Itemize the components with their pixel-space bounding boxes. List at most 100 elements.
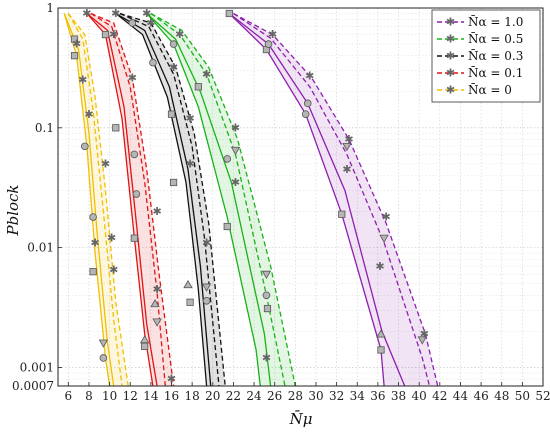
series-line — [119, 12, 220, 387]
data-markers: ✱✱✱✱✱✱✱✱✱✱✱✱✱✱✱✱✱✱✱✱✱✱✱✱✱✱✱✱✱✱✱✱ — [70, 7, 429, 386]
marker-star: ✱ — [78, 74, 87, 87]
x-tick-label: 18 — [185, 389, 200, 403]
x-tick-label: 48 — [494, 389, 509, 403]
marker-circle — [89, 213, 97, 221]
marker-circle — [303, 99, 312, 108]
legend-marker: ✱ — [446, 33, 455, 46]
series-line — [115, 12, 212, 387]
marker-star: ✱ — [111, 7, 120, 20]
x-tick-label: 22 — [226, 389, 241, 403]
marker-star: ✱ — [175, 28, 184, 41]
marker-triangle-down — [342, 142, 352, 152]
series-line — [86, 12, 158, 387]
marker-circle — [99, 354, 108, 362]
marker-triangle-down — [152, 318, 162, 327]
series-line — [115, 12, 208, 387]
y-tick-label: 0.1 — [35, 121, 54, 135]
x-tick-label: 20 — [205, 389, 220, 403]
x-tick-label: 32 — [329, 389, 344, 403]
x-tick-label: 46 — [473, 389, 488, 403]
marker-square — [130, 234, 138, 242]
marker-square — [338, 210, 346, 218]
marker-square — [70, 35, 79, 43]
series-line — [90, 12, 175, 387]
plot-frame — [57, 7, 544, 387]
marker-circle — [223, 155, 232, 163]
x-tick-label: 34 — [350, 389, 366, 403]
legend-marker: ✱ — [446, 16, 455, 29]
legend-entry: N̄α = 0.3 — [468, 48, 523, 63]
marker-square — [194, 83, 202, 91]
series-line — [63, 13, 115, 387]
legend-entry: N̄α = 0.5 — [468, 31, 523, 46]
x-tick-label: 36 — [370, 389, 385, 403]
x-tick-label: 10 — [102, 389, 117, 403]
marker-star: ✱ — [231, 121, 240, 134]
confidence-band — [115, 13, 226, 387]
marker-square — [167, 110, 176, 118]
series-line — [228, 12, 406, 387]
marker-star: ✱ — [375, 260, 384, 273]
series-line — [119, 12, 226, 387]
marker-star: ✱ — [185, 157, 194, 170]
series-line — [67, 13, 129, 387]
series-line — [146, 13, 261, 387]
marker-star: ✱ — [107, 232, 116, 245]
x-tick-label: 44 — [453, 389, 469, 403]
series-line — [67, 13, 123, 387]
marker-star: ✱ — [146, 17, 155, 30]
marker-star: ✱ — [420, 328, 429, 341]
series-line — [233, 12, 431, 387]
marker-star: ✱ — [305, 70, 314, 83]
marker-star: ✱ — [109, 264, 118, 277]
marker-star: ✱ — [268, 28, 277, 41]
x-tick-label: 24 — [246, 389, 262, 403]
marker-star: ✱ — [169, 61, 178, 74]
series-line — [228, 13, 385, 387]
marker-circle — [169, 40, 178, 48]
marker-star: ✱ — [382, 211, 391, 224]
legend: ✱ N̄α = 1.0 ✱ N̄α = 0.5 ✱ N̄α = 0.3 ✱ N̄α = 0.1… — [431, 9, 541, 103]
marker-square — [186, 298, 194, 306]
marker-star: ✱ — [202, 68, 211, 81]
x-tick-label: 14 — [143, 389, 159, 403]
x-tick-label: 8 — [85, 389, 93, 403]
marker-circle — [301, 110, 310, 118]
marker-star: ✱ — [142, 7, 151, 20]
marker-square — [101, 30, 110, 39]
x-tick-label: 12 — [123, 389, 138, 403]
series-line — [90, 12, 166, 387]
marker-circle — [262, 291, 271, 300]
marker-circle — [130, 150, 139, 159]
marker-star: ✱ — [91, 236, 100, 249]
x-tick-label: 50 — [515, 389, 530, 403]
marker-triangle-down — [201, 283, 212, 292]
marker-square — [377, 346, 385, 354]
y-tick-label: 0.01 — [27, 241, 54, 255]
marker-triangle-down — [230, 146, 241, 156]
marker-square — [225, 9, 233, 18]
marker-circle — [264, 40, 273, 48]
marker-circle — [202, 296, 211, 305]
series-line — [233, 12, 439, 387]
marker-star: ✱ — [342, 163, 351, 176]
legend-entry: N̄α = 1.0 — [468, 14, 523, 29]
y-tick-label: 0.001 — [20, 360, 54, 374]
marker-star: ✱ — [109, 28, 118, 41]
confidence-band — [229, 13, 438, 387]
marker-triangle — [150, 298, 160, 308]
marker-star: ✱ — [167, 373, 176, 386]
confidence-band — [64, 13, 129, 387]
marker-star: ✱ — [82, 7, 91, 20]
marker-star: ✱ — [344, 133, 353, 146]
marker-star: ✱ — [231, 176, 240, 189]
y-tick-label: 0.0007 — [12, 379, 54, 393]
legend-entry: N̄α = 0 — [468, 82, 512, 97]
marker-triangle-down — [417, 336, 427, 345]
y-tick-label: 1 — [46, 1, 54, 15]
x-tick-label: 40 — [412, 389, 427, 403]
marker-square — [89, 268, 97, 276]
confidence-band — [146, 13, 296, 387]
legend-entry: N̄α = 0.1 — [468, 65, 523, 80]
